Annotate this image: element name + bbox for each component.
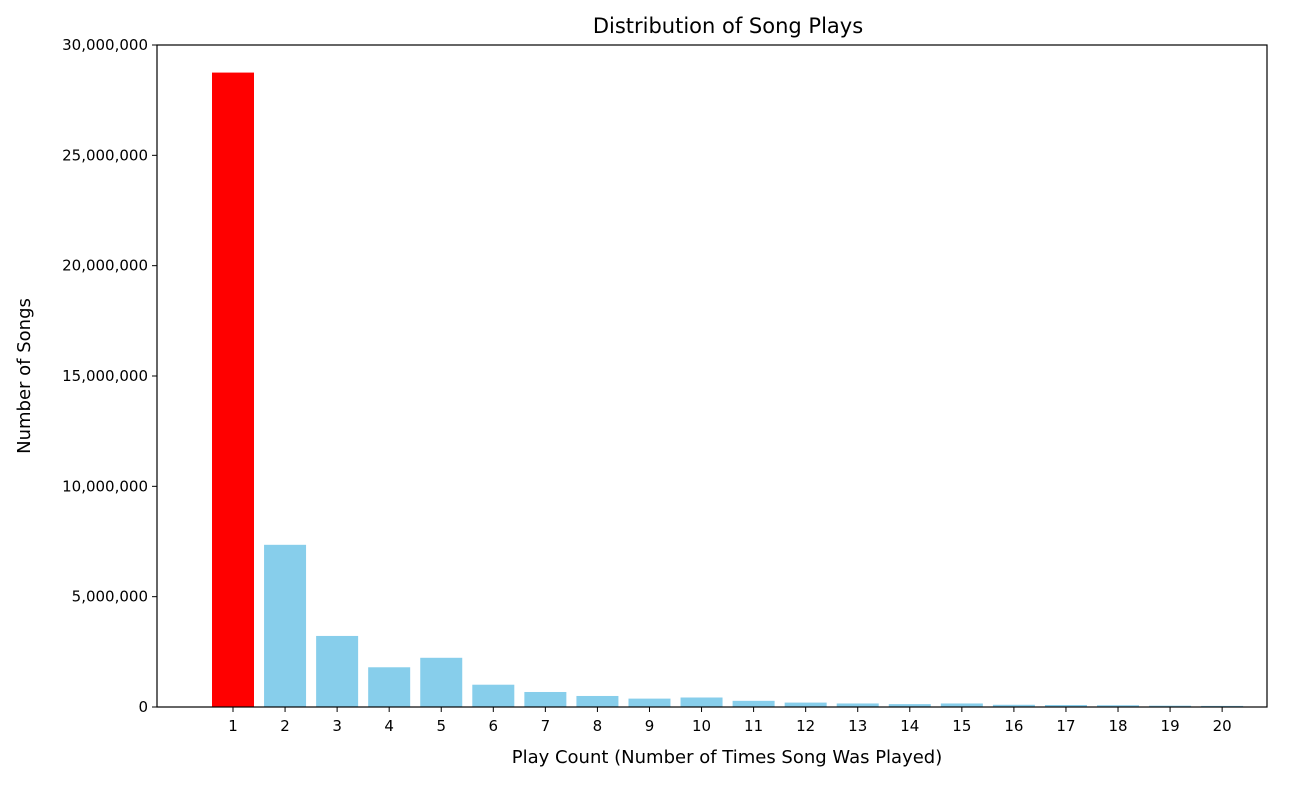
bar-18 — [1097, 705, 1140, 707]
x-tick-label-18: 18 — [1108, 717, 1127, 735]
bar-6 — [472, 684, 515, 707]
x-tick-label-16: 16 — [1004, 717, 1023, 735]
chart-title: Distribution of Song Plays — [593, 14, 863, 38]
x-tick-label-13: 13 — [848, 717, 867, 735]
x-tick-label-2: 2 — [280, 717, 290, 735]
y-tick-label-0: 0 — [138, 698, 148, 716]
x-tick-label-1: 1 — [228, 717, 238, 735]
x-tick-label-8: 8 — [593, 717, 603, 735]
plot-frame — [156, 44, 1268, 708]
x-tick-label-5: 5 — [436, 717, 446, 735]
bar-13 — [836, 703, 879, 707]
bar-12 — [784, 702, 827, 707]
bar-7 — [524, 691, 567, 707]
x-tick-label-12: 12 — [796, 717, 815, 735]
x-tick-label-14: 14 — [900, 717, 919, 735]
bar-14 — [888, 704, 931, 707]
x-tick-label-4: 4 — [384, 717, 394, 735]
x-axis-ticks: 1 2 3 4 5 6 7 8 9 10 11 12 13 14 15 16 17 18 19 20 — [228, 707, 1232, 735]
bar-11 — [732, 700, 775, 707]
bar-16 — [992, 704, 1035, 707]
bar-19 — [1149, 705, 1192, 707]
y-tick-label-1: 5,000,000 — [72, 588, 148, 606]
y-tick-label-3: 15,000,000 — [62, 367, 148, 385]
x-tick-label-11: 11 — [744, 717, 763, 735]
x-tick-label-3: 3 — [332, 717, 342, 735]
bars-group — [212, 72, 1244, 707]
x-tick-label-17: 17 — [1056, 717, 1075, 735]
bar-15 — [940, 703, 983, 707]
x-tick-label-6: 6 — [489, 717, 499, 735]
x-tick-label-19: 19 — [1161, 717, 1180, 735]
y-tick-label-6: 30,000,000 — [62, 36, 148, 54]
x-tick-label-10: 10 — [692, 717, 711, 735]
x-tick-label-7: 7 — [541, 717, 551, 735]
x-tick-label-20: 20 — [1213, 717, 1232, 735]
bar-1 — [212, 72, 254, 707]
y-tick-label-4: 20,000,000 — [62, 257, 148, 275]
bar-3 — [316, 635, 359, 707]
y-tick-label-5: 25,000,000 — [62, 146, 148, 164]
x-axis-title: Play Count (Number of Times Song Was Pla… — [512, 747, 943, 768]
y-axis-ticks: 0 5,000,000 10,000,000 15,000,000 20,000,000… — [62, 36, 157, 716]
x-tick-label-15: 15 — [952, 717, 971, 735]
bar-2 — [264, 544, 307, 707]
x-tick-label-9: 9 — [645, 717, 655, 735]
bar-9 — [628, 698, 671, 707]
bar-5 — [420, 657, 463, 707]
y-tick-label-2: 10,000,000 — [62, 477, 148, 495]
y-axis-title: Number of Songs — [14, 298, 35, 454]
bar-4 — [368, 667, 411, 707]
bar-10 — [680, 697, 723, 707]
bar-8 — [576, 695, 619, 707]
bar-17 — [1044, 705, 1087, 707]
